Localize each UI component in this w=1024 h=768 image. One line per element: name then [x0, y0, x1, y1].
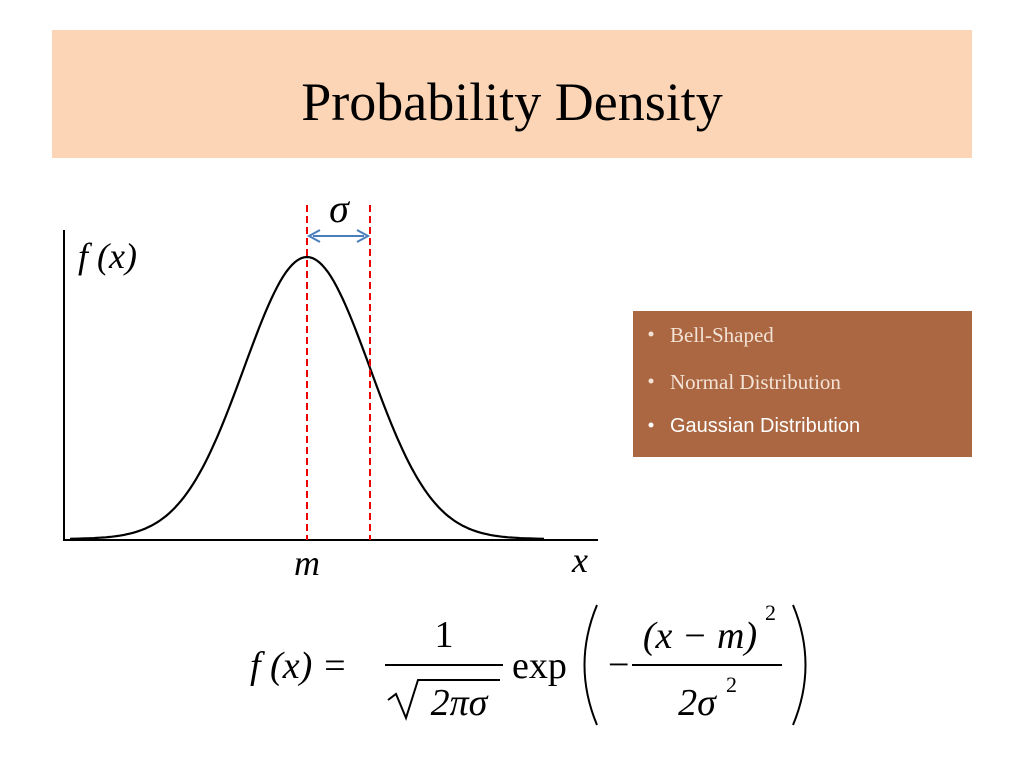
- bullet: Gaussian Distribution: [670, 415, 860, 437]
- formula-power: 2: [726, 672, 737, 697]
- formula-lhs: f (x) =: [250, 645, 347, 687]
- title: Probability Density: [301, 72, 722, 132]
- x-label: x: [571, 540, 588, 580]
- formula-numerator: 1: [435, 614, 454, 656]
- title-band: [52, 30, 972, 158]
- formula-power: 2: [765, 600, 776, 625]
- graph: σ f (x) m x: [63, 186, 598, 583]
- right-paren: [792, 604, 807, 726]
- bullet-dot: [648, 422, 654, 428]
- formula-minus: −: [608, 644, 629, 686]
- sigma-label: σ: [329, 186, 350, 231]
- arrow-heads: [306, 229, 371, 243]
- formula-exp: exp: [512, 645, 567, 687]
- bullet-box: Bell-Shaped Normal Distribution Gaussian…: [633, 311, 972, 457]
- left-paren: [583, 604, 598, 726]
- formula-denominator: 2πσ: [431, 682, 489, 724]
- bullet-dot: [648, 378, 654, 384]
- bullet: Bell-Shaped: [670, 323, 774, 347]
- y-label: f (x): [78, 236, 137, 276]
- sqrt-sign: [387, 679, 500, 721]
- formula: f (x) = 1 2πσ exp − (x − m) 2 2σ 2: [250, 600, 807, 726]
- bell-curve: [69, 255, 545, 540]
- formula-inner-numerator: (x − m): [643, 615, 757, 657]
- box: [633, 311, 972, 457]
- bullet: Normal Distribution: [670, 370, 841, 394]
- bullet-dot: [648, 331, 654, 337]
- mean-label: m: [294, 543, 320, 583]
- formula-inner-denominator: 2σ: [678, 682, 717, 724]
